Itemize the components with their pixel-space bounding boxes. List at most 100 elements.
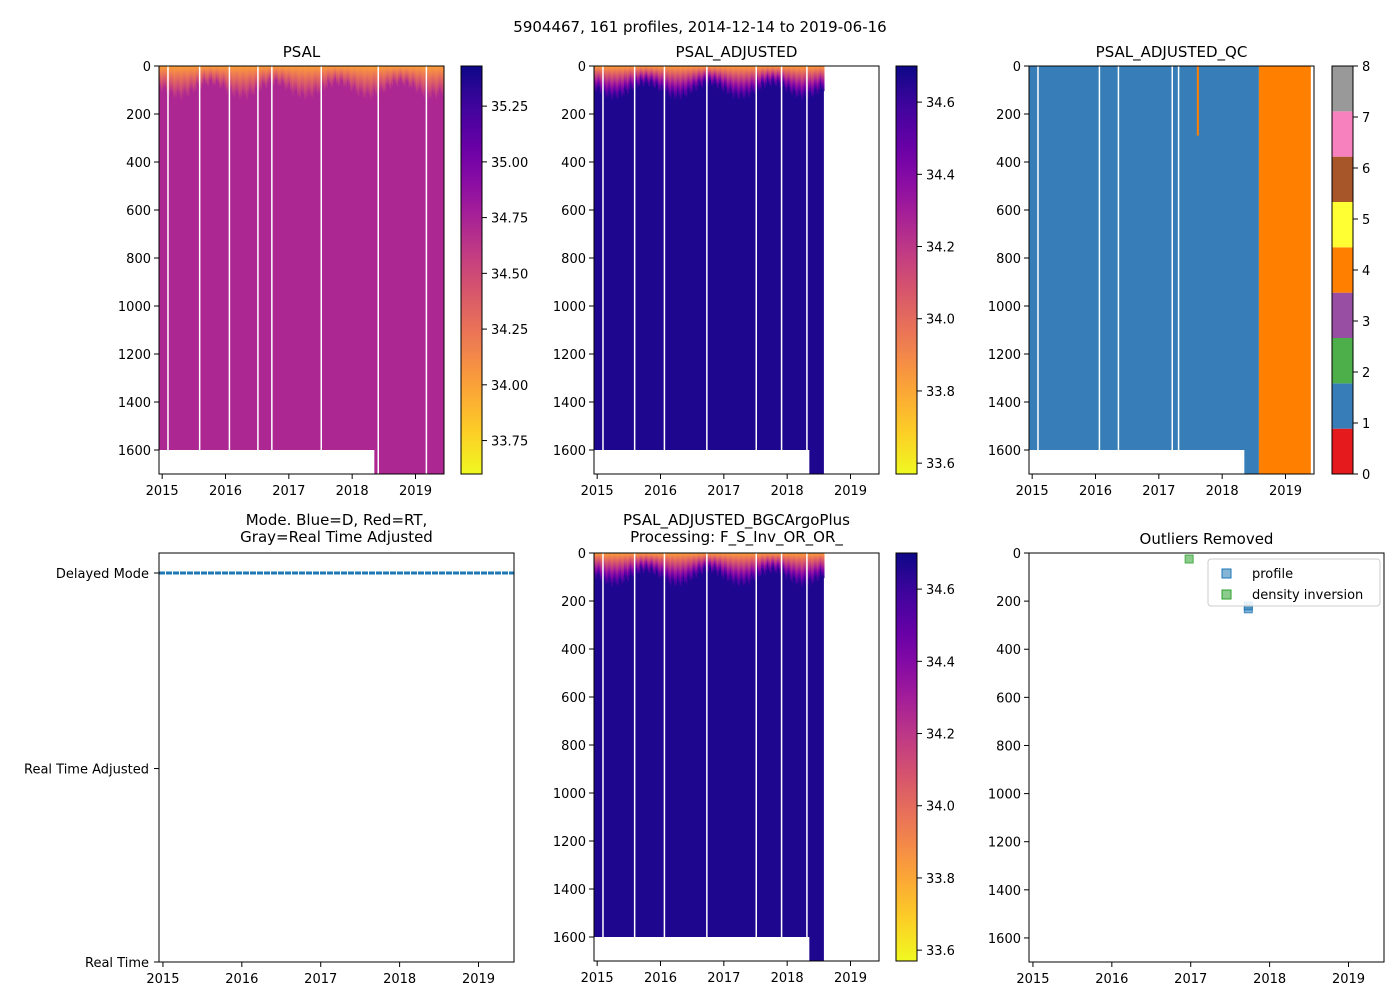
colorbar-tick-label: 33.6 [926,457,955,472]
surface-column [721,553,724,578]
surface-column [665,66,668,93]
surface-column [813,553,816,578]
y-tick-label: 600 [996,204,1021,219]
surface-column [258,66,261,93]
surface-column [613,66,617,94]
x-tick-label: 2018 [336,484,369,499]
surface-column [742,553,745,587]
surface-column [791,66,794,96]
surface-column [212,66,215,86]
colorbar-tick-label: 35.25 [491,100,528,115]
surface-column [821,66,824,90]
surface-column [751,66,754,90]
surface-column [668,553,671,584]
surface-column [238,66,242,101]
surface-column [641,553,644,570]
surface-column [608,66,611,93]
surface-column [632,66,635,92]
surface-column [390,66,394,87]
surface-column [606,66,609,98]
surface-column [662,66,665,92]
surface-column [816,553,819,583]
surface-column [733,553,736,583]
subplot-1: 33.75 34.00 34.25 34.50 34.75 35.00 35.25 2015 2… [118,43,528,499]
surface-column [645,553,648,567]
surface-column [786,553,789,577]
surface-column [605,66,608,99]
surface-column [712,66,715,85]
y-tick-label: 1400 [553,396,586,411]
no-data-band [594,937,810,961]
surface-column [758,553,761,578]
surface-column [745,553,748,580]
surface-column [412,66,415,85]
surface-column [691,553,694,581]
surface-column [618,553,621,582]
surface-column [722,553,725,580]
surface-column [666,553,669,578]
figure-suptitle: 5904467, 161 profiles, 2014-12-14 to 201… [513,18,886,36]
surface-column [775,66,778,87]
surface-column [611,66,614,101]
missing-profile-gap [198,66,201,474]
y-tick-label: 800 [126,252,151,267]
surface-column [635,553,638,570]
surface-column [782,553,785,571]
deep-water-field [159,66,444,474]
surface-column [753,66,756,95]
surface-column [364,66,367,100]
x-tick-label: 2017 [707,971,740,986]
surface-column [194,66,197,92]
surface-column [609,66,612,97]
surface-column [656,553,659,573]
colorbar-tick-label: 34.2 [926,241,955,256]
surface-column [387,66,390,86]
surface-column [652,553,655,575]
missing-profile-gap [167,66,169,474]
surface-column [182,66,185,97]
surface-column [625,553,628,579]
surface-column [316,66,319,95]
surface-column [742,66,745,100]
surface-column [786,66,789,90]
x-tick-label: 2018 [1206,484,1239,499]
surface-column [254,66,257,90]
surface-column [325,66,328,89]
surface-column [801,553,804,588]
surface-column [712,553,715,572]
surface-column [699,553,702,573]
surface-column [812,66,815,97]
colorbar-tick-label: 34.4 [926,655,955,670]
colorbar-tick-label: 33.8 [926,872,955,887]
surface-column [695,553,698,579]
surface-column [305,66,309,99]
surface-column [738,66,741,101]
surface-column [642,66,645,87]
surface-column [773,66,776,86]
surface-column [183,66,187,93]
surface-column [598,553,601,575]
surface-column [297,66,300,98]
surface-column [176,66,180,94]
colorbar-tick-label: 34.0 [926,313,955,328]
surface-column [226,66,229,95]
missing-profile-gap [271,66,273,474]
colorbar-tick-label: 0 [1362,468,1370,483]
qc-bad-field [1258,66,1311,474]
subplot-title: Mode. Blue=D, Red=RT, [246,511,428,529]
y-tick-label: 200 [126,108,151,123]
surface-column [613,553,617,581]
y-tick-label: 1000 [118,300,151,315]
surface-column [595,66,598,93]
surface-column [715,66,718,85]
surface-column [293,66,296,92]
surface-column [808,66,811,95]
surface-column [369,66,373,101]
surface-column [265,66,268,89]
surface-column [695,66,698,92]
surface-column [718,553,721,573]
missing-profile-gap [633,553,636,961]
surface-column [596,553,599,577]
surface-column [653,553,657,576]
surface-column [277,66,280,87]
